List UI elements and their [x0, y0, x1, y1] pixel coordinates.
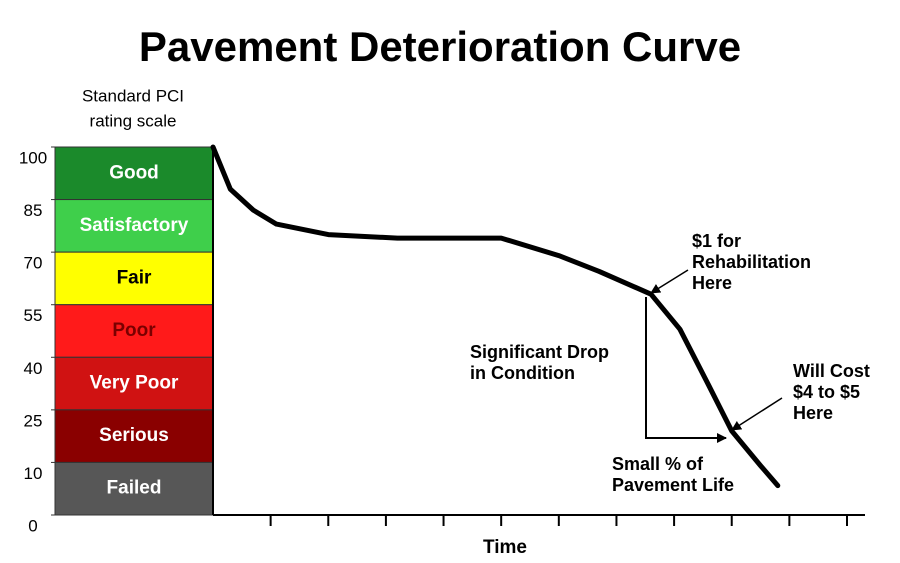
rating-band [54, 251, 214, 306]
band-label: Fair [117, 267, 152, 288]
band-label: Satisfactory [80, 215, 189, 236]
y-tick-label: 55 [24, 306, 43, 325]
band-label: Failed [107, 478, 162, 499]
chart-title: Pavement Deterioration Curve [139, 23, 741, 70]
y-tick-label: 85 [24, 201, 43, 220]
annotation: Rehabilitation [692, 252, 811, 272]
drop-arrow [645, 297, 727, 443]
rating-band [54, 304, 214, 358]
scale-title: Standard PCI [82, 86, 184, 105]
annotation: Small % of [612, 454, 704, 474]
band-label: Good [109, 162, 159, 183]
rating-band [54, 356, 214, 411]
scale-title: rating scale [90, 111, 177, 130]
annotation: $1 for [692, 231, 741, 251]
band-label: Poor [112, 320, 156, 341]
annotation: Here [793, 403, 833, 423]
annotation-arrow [650, 269, 689, 294]
annotation: in Condition [470, 363, 575, 383]
y-tick-label: 70 [24, 254, 43, 273]
y-tick-label: 10 [24, 464, 43, 483]
y-tick-label: 40 [24, 359, 43, 378]
annotation: Here [692, 273, 732, 293]
rating-band [54, 199, 214, 253]
annotation-arrow [731, 397, 783, 431]
annotation: Will Cost [793, 361, 870, 381]
annotation: $4 to $5 [793, 382, 860, 402]
band-label: Serious [99, 425, 169, 446]
rating-band [54, 461, 214, 516]
x-axis-label: Time [483, 537, 527, 558]
rating-band [54, 409, 214, 463]
y-tick-label: 100 [19, 148, 47, 167]
y-tick-label: 0 [28, 516, 37, 535]
annotation: Significant Drop [470, 342, 609, 362]
deterioration-curve [210, 144, 781, 489]
y-tick-label: 25 [24, 411, 43, 430]
rating-band [54, 146, 214, 201]
band-label: Very Poor [90, 373, 179, 394]
annotation: Pavement Life [612, 475, 734, 495]
